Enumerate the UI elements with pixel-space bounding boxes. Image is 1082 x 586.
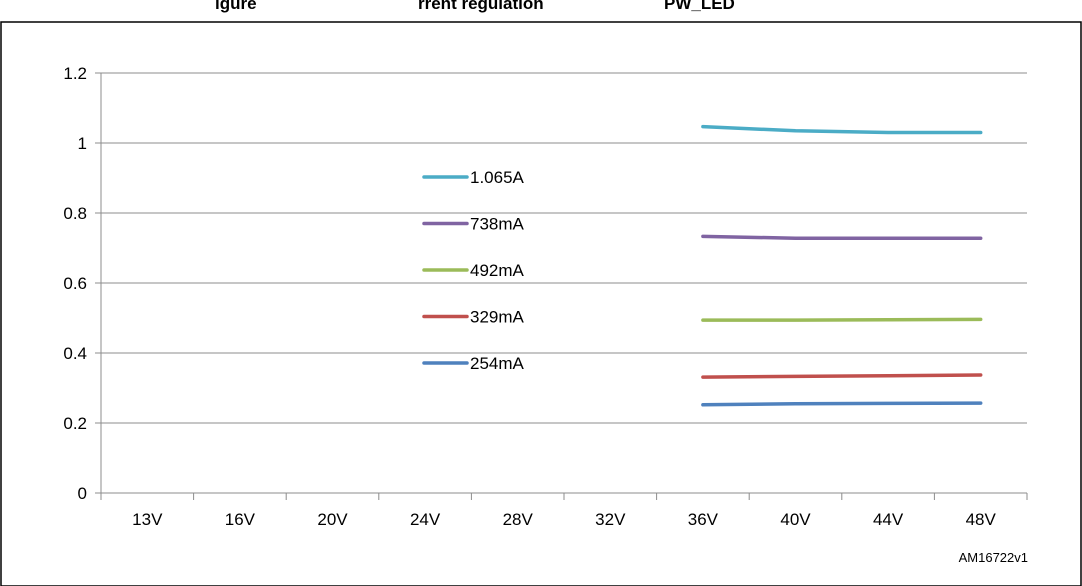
- figure-code: AM16722v1: [959, 550, 1028, 565]
- y-tick-label: 0.2: [63, 414, 87, 433]
- x-tick-label: 16V: [225, 510, 256, 529]
- y-tick-label: 1: [78, 134, 87, 153]
- series-line: [701, 124, 983, 135]
- title-fragment-mid: rrent regulation: [418, 0, 544, 13]
- series-line: [701, 401, 983, 407]
- title-fragment-left: igure: [215, 0, 257, 13]
- series-line: [701, 317, 983, 322]
- figure-frame: [0, 21, 1082, 586]
- x-tick-label: 28V: [503, 510, 534, 529]
- legend-label: 492mA: [470, 261, 525, 280]
- x-tick-label: 44V: [873, 510, 904, 529]
- legend-label: 1.065A: [470, 168, 525, 187]
- series-line: [701, 373, 983, 379]
- legend-label: 254mA: [470, 354, 525, 373]
- x-tick-labels: 13V 16V 20V 24V 28V 32V 36V 40V 44V 48V: [132, 510, 996, 529]
- series-line: [701, 234, 983, 240]
- legend: 1.065A 738mA 492mA 329mA 254mA: [422, 168, 525, 373]
- grid-lines: [101, 72, 1027, 424]
- y-tick-label: 0.6: [63, 274, 87, 293]
- y-tick-labels: 0 0.2 0.4 0.6 0.8 1 1.2: [63, 64, 87, 503]
- y-tick-label: 0: [78, 484, 87, 503]
- legend-label: 329mA: [470, 308, 525, 327]
- axes: [95, 72, 1028, 500]
- series-lines: [701, 124, 983, 407]
- y-tick-label: 1.2: [63, 64, 87, 83]
- y-tick-label: 0.8: [63, 204, 87, 223]
- x-tick-label: 13V: [132, 510, 163, 529]
- x-tick-label: 20V: [317, 510, 348, 529]
- x-tick-label: 48V: [966, 510, 997, 529]
- x-tick-label: 24V: [410, 510, 441, 529]
- x-tick-label: 32V: [595, 510, 626, 529]
- title-fragment-right: PW_LED: [664, 0, 735, 13]
- y-tick-label: 0.4: [63, 344, 87, 363]
- x-tick-label: 40V: [780, 510, 811, 529]
- x-tick-label: 36V: [688, 510, 719, 529]
- legend-label: 738mA: [470, 215, 525, 234]
